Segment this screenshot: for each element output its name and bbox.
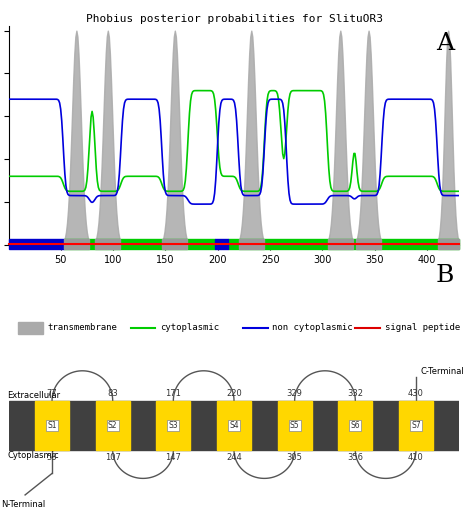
Bar xyxy=(438,239,459,249)
Text: Extracellular: Extracellular xyxy=(7,391,60,400)
Text: 332: 332 xyxy=(347,389,363,398)
Bar xyxy=(338,401,372,450)
Text: 329: 329 xyxy=(287,389,303,398)
Bar xyxy=(217,401,251,450)
Text: S5: S5 xyxy=(290,421,300,430)
Text: 77: 77 xyxy=(47,389,58,398)
Text: transmembrane: transmembrane xyxy=(48,324,117,333)
Text: A: A xyxy=(436,32,454,55)
Bar xyxy=(156,401,190,450)
Text: 171: 171 xyxy=(165,389,181,398)
FancyBboxPatch shape xyxy=(18,323,43,335)
Bar xyxy=(64,239,89,249)
Text: 410: 410 xyxy=(408,453,424,462)
Text: S1: S1 xyxy=(47,421,57,430)
Text: cytoplasmic: cytoplasmic xyxy=(160,324,219,333)
Text: S4: S4 xyxy=(229,421,239,430)
Text: S3: S3 xyxy=(168,421,178,430)
Bar xyxy=(278,401,312,450)
Bar xyxy=(64,239,215,249)
Bar xyxy=(228,239,459,249)
Text: non cytoplasmic: non cytoplasmic xyxy=(272,324,353,333)
Text: 147: 147 xyxy=(165,453,181,462)
Text: 220: 220 xyxy=(226,389,242,398)
Text: C-Terminal: C-Terminal xyxy=(420,367,464,376)
Text: 244: 244 xyxy=(226,453,242,462)
Text: 305: 305 xyxy=(287,453,303,462)
Text: S6: S6 xyxy=(351,421,360,430)
Bar xyxy=(9,239,64,249)
Text: signal peptide: signal peptide xyxy=(385,324,460,333)
Text: 356: 356 xyxy=(347,453,363,462)
Text: S7: S7 xyxy=(411,421,421,430)
Text: 53: 53 xyxy=(47,453,58,462)
Text: 430: 430 xyxy=(408,389,424,398)
Text: B: B xyxy=(436,264,454,287)
Bar xyxy=(215,239,228,249)
Bar xyxy=(356,239,381,249)
Bar xyxy=(95,239,120,249)
Text: S2: S2 xyxy=(108,421,117,430)
Text: Membrane: Membrane xyxy=(461,403,468,448)
Bar xyxy=(9,401,459,450)
Text: 107: 107 xyxy=(105,453,121,462)
Text: 83: 83 xyxy=(107,389,118,398)
Title: Phobius posterior probabilities for SlituOR3: Phobius posterior probabilities for Slit… xyxy=(86,14,382,24)
Text: Cytoplasmic: Cytoplasmic xyxy=(7,451,59,460)
Bar xyxy=(239,239,264,249)
Text: N-Terminal: N-Terminal xyxy=(1,500,45,509)
Bar xyxy=(96,401,130,450)
Bar xyxy=(162,239,187,249)
Bar xyxy=(328,239,353,249)
Bar xyxy=(399,401,433,450)
Bar xyxy=(35,401,69,450)
